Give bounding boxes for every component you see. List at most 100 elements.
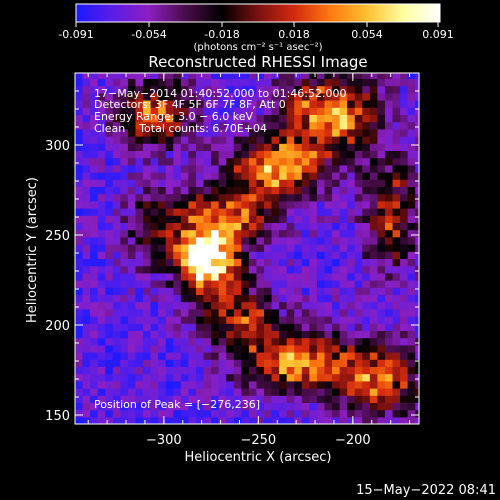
- heatmap-cell: [158, 287, 167, 295]
- heatmap-cell: [112, 301, 121, 310]
- heatmap-cell: [316, 265, 326, 274]
- heatmap-cell: [188, 380, 197, 389]
- heatmap-cell: [400, 92, 409, 101]
- heatmap-cell: [135, 416, 144, 424]
- heatmap-cell: [173, 186, 182, 195]
- heatmap-cell: [347, 388, 356, 396]
- heatmap-cell: [180, 244, 190, 252]
- heatmap-cell: [143, 402, 152, 411]
- heatmap-cell: [415, 143, 419, 151]
- heatmap-cell: [377, 128, 386, 137]
- heatmap-cell: [294, 172, 303, 180]
- heatmap-cell: [294, 280, 303, 288]
- heatmap-cell: [271, 78, 280, 87]
- heatmap-cell: [309, 107, 318, 115]
- heatmap-cell: [127, 388, 137, 396]
- heatmap-cell: [248, 114, 258, 123]
- heatmap-cell: [226, 92, 235, 101]
- heatmap-cell: [264, 128, 273, 137]
- heatmap-cell: [180, 258, 190, 267]
- heatmap-cell: [112, 136, 121, 144]
- heatmap-cell: [309, 265, 318, 274]
- heatmap-cell: [188, 150, 197, 159]
- heatmap-cell: [407, 251, 416, 259]
- heatmap-cell: [173, 172, 182, 180]
- heatmap-cell: [158, 136, 167, 144]
- heatmap-cell: [143, 121, 152, 130]
- heatmap-cell: [203, 388, 212, 396]
- heatmap-cell: [195, 150, 205, 159]
- heatmap-cell: [203, 114, 212, 123]
- heatmap-cell: [309, 114, 318, 123]
- heatmap-cell: [211, 251, 220, 259]
- heatmap-cell: [165, 200, 174, 209]
- heatmap-cell: [158, 92, 167, 101]
- heatmap-cell: [203, 416, 212, 424]
- heatmap-cell: [264, 323, 273, 331]
- heatmap-cell: [82, 258, 91, 267]
- heatmap-cell: [158, 337, 167, 346]
- heatmap-cell: [407, 179, 416, 187]
- heatmap-cell: [173, 222, 182, 231]
- heatmap-cell: [354, 92, 363, 101]
- heatmap-cell: [75, 395, 84, 403]
- heatmap-cell: [407, 244, 416, 252]
- heatmap-cell: [392, 265, 401, 274]
- heatmap-cell: [173, 308, 182, 317]
- heatmap-cell: [256, 100, 265, 108]
- heatmap-cell: [195, 316, 205, 324]
- heatmap-cell: [143, 287, 152, 295]
- heatmap-cell: [226, 121, 235, 130]
- heatmap-cell: [188, 215, 197, 223]
- heatmap-cell: [180, 416, 190, 424]
- heatmap-cell: [369, 280, 379, 288]
- heatmap-cell: [316, 208, 326, 216]
- heatmap-cell: [97, 186, 106, 195]
- heatmap-cell: [203, 352, 212, 360]
- heatmap-cell: [82, 280, 91, 288]
- heatmap-cell: [369, 164, 379, 173]
- heatmap-cell: [82, 136, 91, 144]
- heatmap-cell: [316, 222, 326, 231]
- heatmap-cell: [256, 172, 265, 180]
- heatmap-cell: [415, 280, 419, 288]
- heatmap-cells: [75, 73, 419, 424]
- heatmap-cell: [195, 373, 205, 382]
- heatmap-cell: [286, 323, 295, 331]
- heatmap-cell: [226, 73, 235, 79]
- heatmap-cell: [135, 200, 144, 209]
- heatmap-cell: [392, 409, 401, 418]
- heatmap-cell: [195, 164, 205, 173]
- heatmap-cell: [135, 164, 144, 173]
- heatmap-cell: [347, 164, 356, 173]
- heatmap-cell: [135, 402, 144, 411]
- heatmap-cell: [354, 416, 363, 424]
- heatmap-cell: [347, 280, 356, 288]
- heatmap-cell: [392, 78, 401, 87]
- heatmap-cell: [75, 308, 84, 317]
- heatmap-cell: [188, 85, 197, 94]
- heatmap-cell: [218, 287, 227, 295]
- heatmap-cell: [120, 251, 129, 259]
- heatmap-cell: [248, 373, 258, 382]
- heatmap-cell: [400, 114, 409, 123]
- heatmap-cell: [324, 172, 333, 180]
- heatmap-cell: [180, 208, 190, 216]
- heatmap-cell: [316, 179, 326, 187]
- heatmap-cell: [188, 366, 197, 375]
- heatmap-cell: [150, 150, 159, 159]
- heatmap-cell: [400, 416, 409, 424]
- heatmap-cell: [75, 236, 84, 245]
- heatmap-cell: [97, 337, 106, 346]
- heatmap-cell: [362, 330, 371, 339]
- annotation-time-range: 17−May−2014 01:40:52.000 to 01:46:52.000: [94, 87, 347, 100]
- heatmap-cell: [271, 409, 280, 418]
- heatmap-cell: [82, 229, 91, 238]
- heatmap-cell: [165, 186, 174, 195]
- heatmap-cell: [316, 150, 326, 159]
- heatmap-cell: [120, 344, 129, 353]
- heatmap-cell: [105, 215, 114, 223]
- heatmap-cell: [248, 128, 258, 137]
- heatmap-cell: [203, 172, 212, 180]
- heatmap-cell: [294, 179, 303, 187]
